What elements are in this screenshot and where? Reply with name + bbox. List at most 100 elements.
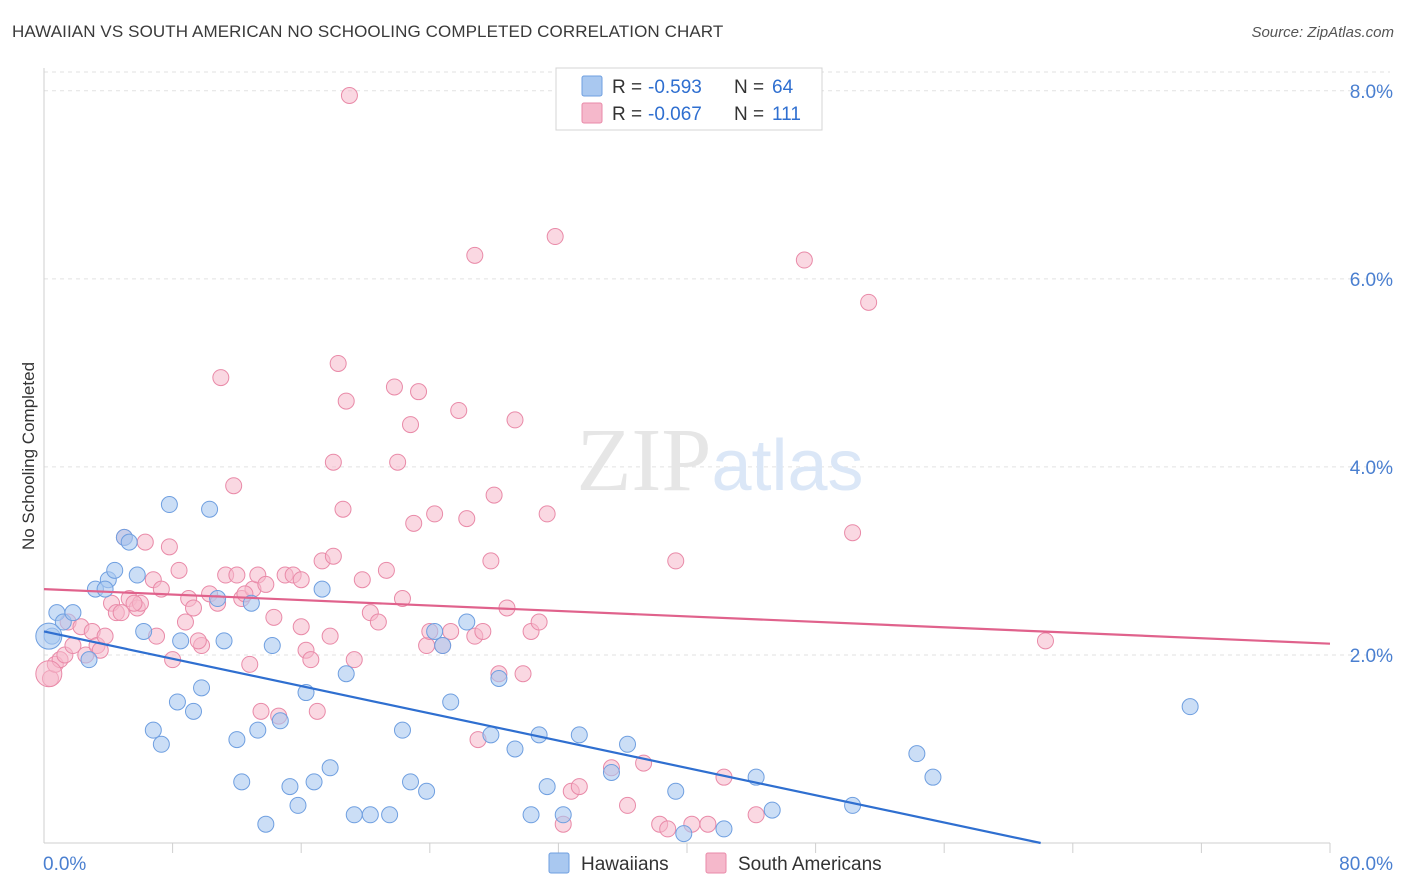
south-americans-point-70: [442, 622, 460, 640]
hawaiians-point-29: [271, 712, 289, 730]
hawaiians-point-35: [321, 759, 339, 777]
series-legend: Hawaiians South Americans: [548, 852, 882, 875]
hawaiians-point-48: [490, 669, 508, 687]
hawaiians-point-14: [152, 735, 170, 753]
south-americans-point-54: [340, 87, 358, 105]
hawaiians-point-22: [215, 632, 233, 650]
south-americans-point-65: [410, 383, 428, 401]
south-americans-point-44: [292, 618, 310, 636]
hawaiians-point-54: [570, 726, 588, 744]
south-americans-point-59: [377, 561, 395, 579]
south-americans-point-61: [389, 453, 407, 471]
legend-south-americans-swatch: [705, 852, 727, 874]
chart-title: HAWAIIAN VS SOUTH AMERICAN NO SCHOOLING …: [12, 22, 724, 41]
south-americans-point-98: [795, 251, 813, 269]
hawaiians-point-36: [337, 665, 355, 683]
y-tick-label-1: 4.0%: [1350, 458, 1393, 479]
x-tick-label-0: 0.0%: [43, 854, 86, 875]
hawaiians-point-61: [763, 801, 781, 819]
south-americans-point-39: [257, 575, 275, 593]
south-americans-point-55: [345, 651, 363, 669]
south-americans-point-66: [418, 637, 436, 655]
hawaiians-point-26: [249, 721, 267, 739]
y-tick-label-3: 8.0%: [1350, 82, 1393, 103]
hawaiians-point-41: [402, 773, 420, 791]
hawaiians-point-24: [233, 773, 251, 791]
axis-layer: [43, 68, 1331, 853]
hawaiians-point-59: [715, 820, 733, 838]
south-americans-point-110: [324, 547, 342, 565]
south-americans-point-51: [329, 354, 347, 372]
south-americans-point-92: [659, 820, 677, 838]
hawaiians-point-52: [538, 778, 556, 796]
south-americans-cluster-point: [35, 660, 63, 688]
south-americans-point-63: [402, 416, 420, 434]
south-americans-point-99: [844, 524, 862, 542]
hawaiians-point-65: [1181, 698, 1199, 716]
south-americans-r-value: -0.067: [648, 104, 702, 125]
south-americans-point-100: [860, 293, 878, 311]
hawaiians-point-33: [305, 773, 323, 791]
south-americans-point-80: [514, 665, 532, 683]
hawaiians-point-7: [96, 580, 114, 598]
south-americans-point-97: [747, 806, 765, 824]
hawaiians-point-63: [908, 745, 926, 763]
hawaiians-point-46: [458, 613, 476, 631]
south-americans-point-76: [482, 552, 500, 570]
trend-lines: [43, 588, 1331, 845]
south-americans-point-46: [302, 651, 320, 669]
south-americans-point-93: [667, 552, 685, 570]
south-americans-n-label: N =: [734, 104, 764, 125]
south-americans-point-40: [265, 608, 283, 626]
hawaiians-point-15: [160, 496, 178, 514]
hawaiians-point-49: [506, 740, 524, 758]
watermark-atlas: atlas: [711, 426, 863, 506]
hawaiians-point-44: [434, 637, 452, 655]
hawaiians-point-39: [381, 806, 399, 824]
south-americans-point-68: [426, 505, 444, 523]
hawaiians-point-19: [193, 679, 211, 697]
south-americans-n-value: 111: [772, 104, 801, 125]
south-americans-point-26: [184, 599, 202, 617]
hawaiians-point-21: [209, 590, 227, 608]
south-americans-point-102: [466, 246, 484, 264]
south-americans-trend-line: [43, 588, 1331, 645]
south-americans-point-106: [189, 632, 207, 650]
south-americans-point-87: [570, 778, 588, 796]
hawaiians-swatch: [581, 75, 603, 97]
hawaiians-r-value: -0.593: [648, 77, 702, 98]
south-americans-point-82: [530, 613, 548, 631]
hawaiians-point-13: [144, 721, 162, 739]
legend-hawaiians-label: Hawaiians: [581, 854, 669, 875]
hawaiians-n-label: N =: [734, 77, 764, 98]
hawaiians-point-27: [257, 815, 275, 833]
hawaiians-points: [35, 496, 1199, 843]
south-americans-point-101: [1036, 632, 1054, 650]
south-americans-point-11: [96, 627, 114, 645]
hawaiians-point-50: [522, 806, 540, 824]
hawaiians-point-25: [242, 594, 260, 612]
south-americans-point-84: [546, 228, 564, 246]
hawaiians-trend-line: [43, 630, 1041, 845]
hawaiians-point-18: [184, 702, 202, 720]
south-americans-point-53: [337, 392, 355, 410]
hawaiians-point-53: [554, 806, 572, 824]
tick-labels: 2.0% 4.0% 6.0% 8.0% 0.0% 80.0%: [43, 82, 1393, 875]
hawaiians-point-56: [619, 735, 637, 753]
stats-legend: R = -0.593 N = 64 R = -0.067 N = 111: [555, 67, 823, 131]
south-americans-point-21: [160, 538, 178, 556]
hawaiians-point-31: [289, 796, 307, 814]
legend-south-americans-label: South Americans: [738, 854, 882, 875]
south-americans-point-35: [241, 655, 259, 673]
hawaiians-point-23: [228, 731, 246, 749]
x-tick-label-1: 80.0%: [1339, 854, 1393, 875]
south-americans-point-49: [321, 627, 339, 645]
hawaiians-point-20: [201, 500, 219, 518]
hawaiians-point-58: [675, 825, 693, 843]
hawaiians-point-8: [106, 561, 124, 579]
hawaiians-point-17: [172, 632, 190, 650]
south-americans-point-75: [474, 622, 492, 640]
south-americans-point-50: [324, 453, 342, 471]
south-americans-point-95: [699, 815, 717, 833]
legend-hawaiians-swatch: [548, 852, 570, 874]
